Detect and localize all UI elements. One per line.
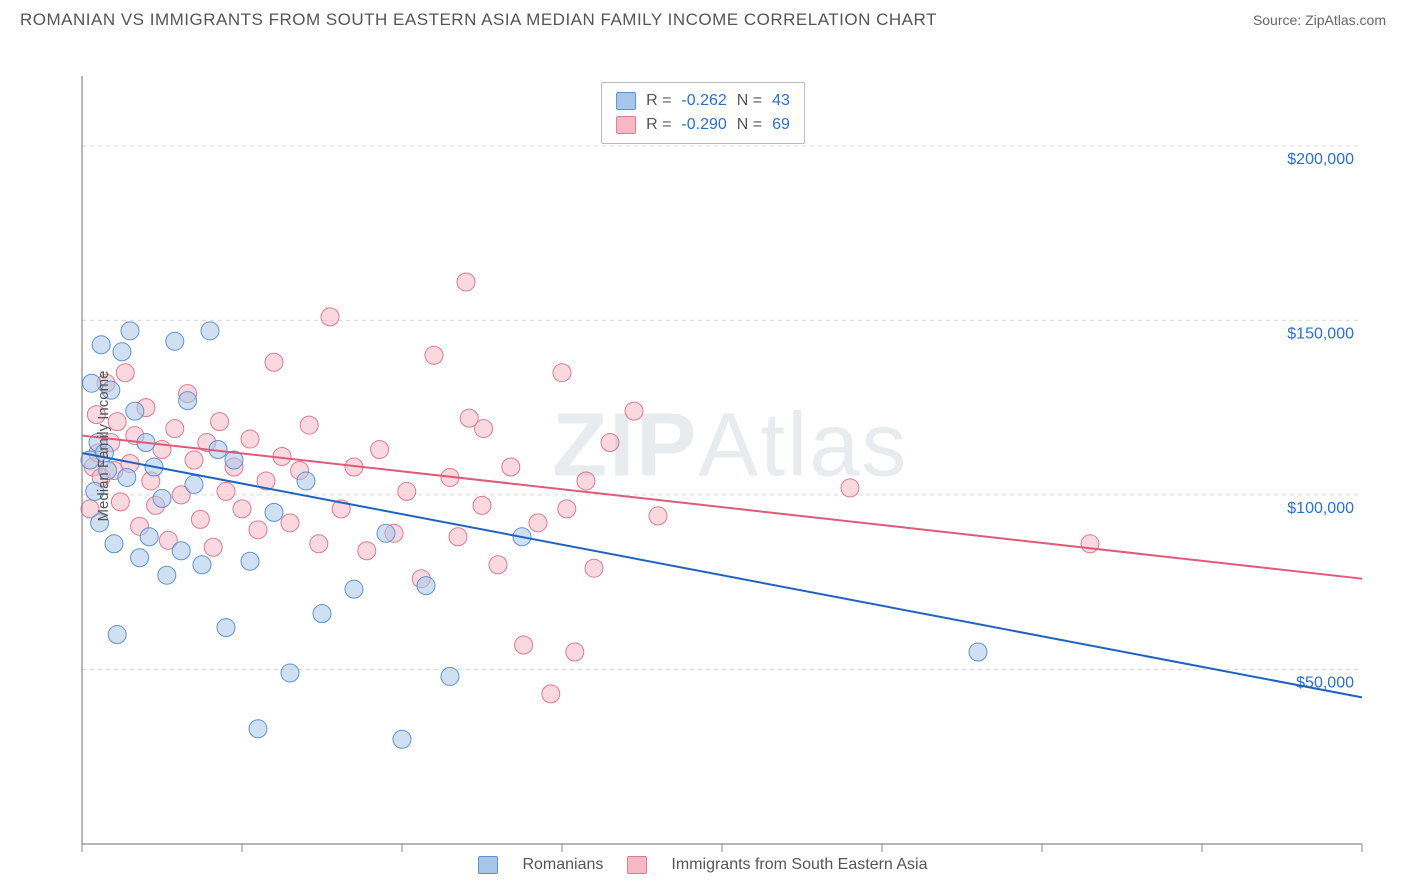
- legend-label-romanians: Romanians: [522, 856, 603, 874]
- source-attribution: Source: ZipAtlas.com: [1253, 12, 1386, 28]
- y-axis-label: Median Family Income: [95, 371, 112, 522]
- svg-text:$50,000: $50,000: [1296, 674, 1354, 691]
- correlation-legend: R = -0.262 N = 43 R = -0.290 N = 69: [601, 82, 805, 144]
- legend-swatch-se-asia: [627, 856, 647, 874]
- legend-swatch-series2: [616, 116, 636, 134]
- series-legend: Romanians Immigrants from South Eastern …: [20, 856, 1386, 874]
- correlation-scatter-chart: $50,000$100,000$150,000$200,0000.0%80.0%: [20, 36, 1386, 856]
- legend-swatch-series1: [616, 92, 636, 110]
- svg-text:$150,000: $150,000: [1287, 325, 1354, 342]
- page-title: ROMANIAN VS IMMIGRANTS FROM SOUTH EASTER…: [20, 10, 937, 30]
- svg-text:$200,000: $200,000: [1287, 151, 1354, 168]
- chart-container: Median Family Income $50,000 $100,000 $150…: [20, 36, 1386, 856]
- svg-text:$100,000: $100,000: [1287, 500, 1354, 517]
- legend-swatch-romanians: [478, 856, 498, 874]
- legend-row-series1: R = -0.262 N = 43: [616, 89, 790, 113]
- legend-label-se-asia: Immigrants from South Eastern Asia: [671, 856, 927, 874]
- legend-row-series2: R = -0.290 N = 69: [616, 113, 790, 137]
